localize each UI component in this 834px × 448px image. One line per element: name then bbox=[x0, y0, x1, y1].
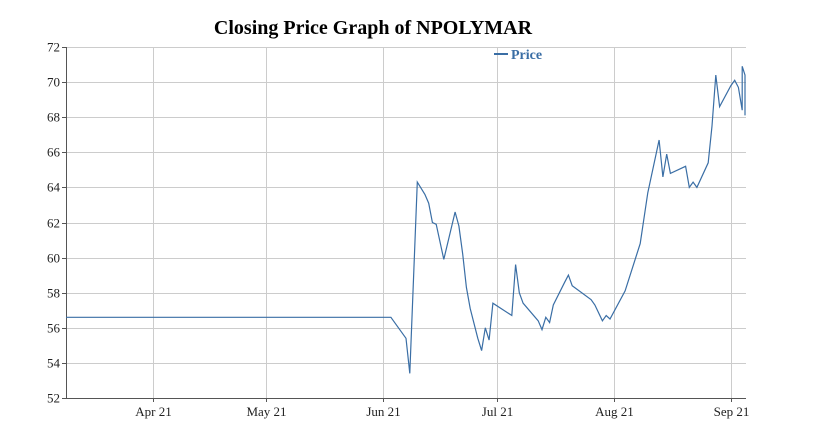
y-tick-label: 70 bbox=[47, 75, 60, 90]
y-tick-label: 62 bbox=[47, 216, 60, 231]
x-tick-label: Jun 21 bbox=[366, 404, 400, 419]
x-tick-label: Jul 21 bbox=[482, 404, 513, 419]
y-tick-label: 52 bbox=[47, 391, 60, 406]
y-tick-labels: 52 54 56 58 60 62 64 66 68 70 72 bbox=[47, 40, 61, 406]
x-tick-label: Sep 21 bbox=[714, 404, 750, 419]
y-tick-label: 58 bbox=[47, 286, 60, 301]
y-tick-label: 64 bbox=[47, 180, 61, 195]
series-line-price bbox=[66, 66, 746, 374]
y-grid bbox=[66, 47, 746, 399]
y-tick-label: 56 bbox=[47, 321, 61, 336]
legend-label-price: Price bbox=[511, 48, 542, 63]
legend[interactable]: Price bbox=[494, 48, 542, 63]
chart-title: Closing Price Graph of NPOLYMAR bbox=[213, 17, 533, 39]
axes bbox=[62, 47, 746, 402]
x-tick-labels: Apr 21 May 21 Jun 21 Jul 21 Aug 21 Sep 21 bbox=[135, 404, 749, 419]
y-tick-label: 68 bbox=[47, 110, 60, 125]
x-tick-label: Apr 21 bbox=[135, 404, 171, 419]
y-tick-label: 66 bbox=[47, 145, 61, 160]
y-tick-label: 72 bbox=[47, 40, 60, 55]
y-tick-label: 60 bbox=[47, 251, 60, 266]
y-tick-label: 54 bbox=[47, 356, 61, 371]
x-grid bbox=[153, 47, 732, 398]
x-tick-label: Aug 21 bbox=[595, 404, 634, 419]
x-tick-label: May 21 bbox=[246, 404, 286, 419]
